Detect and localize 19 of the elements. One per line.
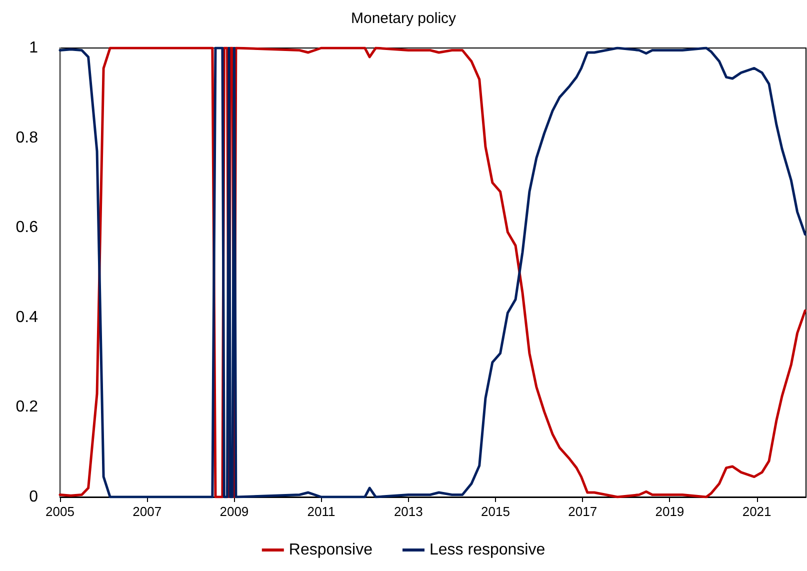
legend-label: Less responsive: [429, 542, 546, 558]
y-tick-label: 0.4: [16, 308, 38, 326]
x-tick-label: 2015: [481, 504, 510, 519]
line-series: [58, 46, 806, 498]
chart-title: Monetary policy: [350, 10, 457, 27]
x-tick-label: 2011: [307, 504, 336, 519]
y-tick-label: 1: [29, 40, 38, 56]
y-tick-label: 0.8: [16, 129, 38, 146]
x-tick-label: 2019: [655, 504, 684, 519]
y-tick-label: 0.6: [16, 219, 38, 236]
x-tick-label: 2017: [568, 504, 598, 519]
x-tick-label: 2021: [742, 504, 772, 519]
y-tick-label: 0.2: [16, 398, 38, 416]
x-tick-label: 2005: [46, 504, 74, 519]
legend-label: Responsive: [288, 542, 373, 558]
y-tick-label: 0: [29, 488, 38, 506]
x-tick-label: 2007: [132, 504, 162, 519]
x-tick-label: 2013: [394, 504, 423, 519]
x-tick-label: 2009: [220, 504, 249, 519]
